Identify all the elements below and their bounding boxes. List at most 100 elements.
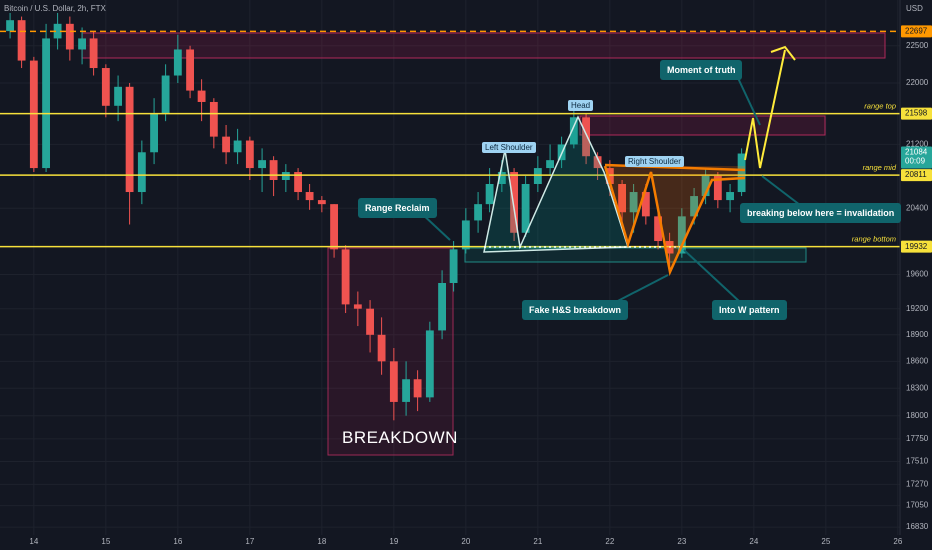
x-tick-label: 20 xyxy=(461,537,470,546)
y-tick-label: 20400 xyxy=(906,203,929,212)
price-label-bg xyxy=(901,107,932,120)
annotation: Moment of truth xyxy=(660,60,743,80)
candle-body xyxy=(425,330,434,398)
projection-path xyxy=(744,49,786,169)
candle-body xyxy=(726,192,734,201)
w-pattern xyxy=(603,165,746,277)
candle-body xyxy=(629,192,638,213)
candle-body xyxy=(402,379,410,402)
y-tick-label: 19600 xyxy=(906,270,929,279)
candle-body xyxy=(281,172,290,181)
x-tick-label: 17 xyxy=(245,537,254,546)
head-and-shoulders xyxy=(483,115,630,253)
x-tick-label: 21 xyxy=(533,537,542,546)
y-tick-label: 18600 xyxy=(906,356,929,365)
candle-body xyxy=(690,196,698,217)
breakdown-label: BREAKDOWN xyxy=(342,428,458,447)
candle-body xyxy=(413,379,422,398)
supply-zone xyxy=(81,32,886,59)
w-pattern-fill xyxy=(605,166,745,272)
candle-body xyxy=(389,361,398,402)
x-tick-label: 23 xyxy=(677,537,686,546)
y-tick-label: 18300 xyxy=(906,383,929,392)
y-tick-label: 21200 xyxy=(906,140,929,149)
candle-body xyxy=(474,204,482,221)
candle-body xyxy=(737,153,746,193)
y-tick-label: 17750 xyxy=(906,434,929,443)
y-tick-label: 17510 xyxy=(906,457,929,466)
pointer xyxy=(737,77,761,126)
price-label-bg xyxy=(901,25,932,38)
chart-title: Bitcoin / U.S. Dollar, 2h, FTX xyxy=(4,4,106,13)
price-label-bg xyxy=(901,240,932,253)
candle-body xyxy=(546,160,554,169)
levels: range top range mid range bottom xyxy=(0,30,900,248)
candle-body xyxy=(294,172,302,193)
candle-body xyxy=(618,184,626,213)
x-tick-label: 22 xyxy=(605,537,614,546)
level-name: range mid xyxy=(863,163,897,172)
currency: USD xyxy=(906,4,923,13)
candle-body xyxy=(461,220,470,250)
candle-body xyxy=(497,172,506,185)
y-tick-label: 22000 xyxy=(906,78,929,87)
annotation: breaking below here = invalidation xyxy=(740,203,902,223)
candle-body xyxy=(305,192,314,201)
y-tick-label: 19200 xyxy=(906,304,929,313)
x-tick-label: 16 xyxy=(173,537,182,546)
candle-body xyxy=(510,172,518,233)
candle-body xyxy=(641,192,650,217)
candle-body xyxy=(330,204,338,250)
candle-body xyxy=(197,90,206,102)
pointer xyxy=(761,175,801,206)
y-tick-label: 17270 xyxy=(906,479,929,488)
x-tick-label: 25 xyxy=(821,537,830,546)
candle-body xyxy=(65,23,74,50)
candle-body xyxy=(222,136,230,153)
price-label: 22697 xyxy=(905,26,928,35)
y-tick-label: 16830 xyxy=(906,522,929,531)
price-label: 21598 xyxy=(905,109,928,118)
x-tick-label: 26 xyxy=(893,537,902,546)
candle-body xyxy=(17,20,26,61)
candle-body xyxy=(6,20,14,32)
annotation: Fake H&S breakdown xyxy=(522,300,629,320)
candle-body xyxy=(353,304,362,309)
projection-arrowhead xyxy=(770,45,796,61)
candle-body xyxy=(582,117,590,157)
candle-body xyxy=(125,86,134,193)
candle-body xyxy=(137,152,146,193)
candle-body xyxy=(53,23,62,39)
candle-body xyxy=(341,249,350,305)
candle-body xyxy=(245,140,254,169)
y-tick-label: 17050 xyxy=(906,501,929,510)
candle-body xyxy=(114,86,122,106)
candle-body xyxy=(89,38,98,69)
candle-body xyxy=(533,168,542,185)
x-tick-label: 18 xyxy=(317,537,326,546)
pointer xyxy=(683,249,741,303)
candle-body xyxy=(209,101,218,137)
candle-body xyxy=(161,75,170,114)
axes: 22500 22000 21200 20400 19600 19200 18900 18600… xyxy=(29,25,932,546)
candle-body xyxy=(677,216,686,254)
candle-body xyxy=(569,117,578,145)
candle-body xyxy=(701,176,710,197)
candle-body xyxy=(186,49,194,91)
annotation: Into W pattern xyxy=(712,300,787,320)
grid xyxy=(0,0,900,535)
candle-body xyxy=(438,282,446,331)
y-tick-label: 22500 xyxy=(906,41,929,50)
last-price-bg xyxy=(901,146,932,169)
candle-body xyxy=(42,38,50,169)
candle-body xyxy=(593,156,602,169)
candle-body xyxy=(317,200,326,205)
pattern-label: Left Shoulder xyxy=(482,142,536,153)
price-label: 19932 xyxy=(905,242,928,251)
countdown: 00:09 xyxy=(905,157,926,166)
pattern-label: Right Shoulder xyxy=(625,156,684,167)
x-tick-label: 14 xyxy=(29,537,38,546)
candle-body xyxy=(654,216,662,242)
